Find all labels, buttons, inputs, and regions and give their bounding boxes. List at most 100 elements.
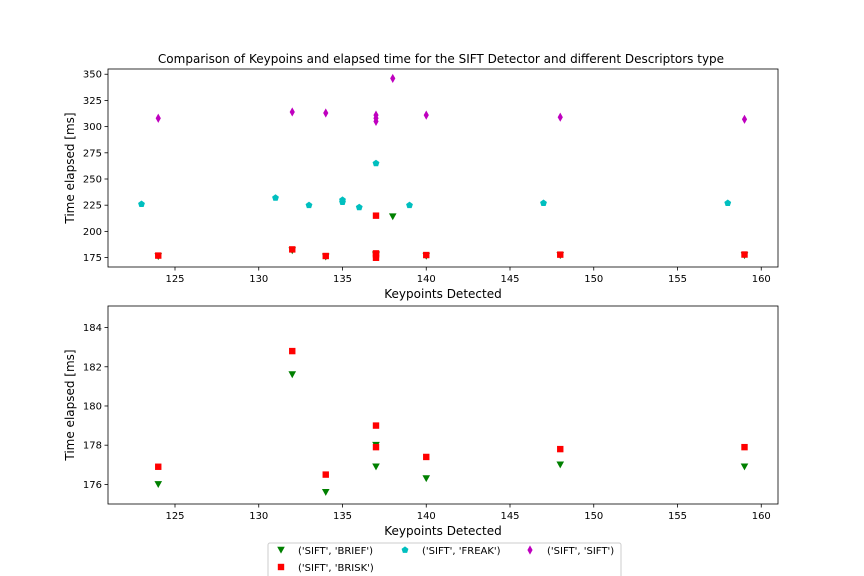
bottom-y-tick-label: 180 — [83, 401, 102, 412]
top-data-point — [540, 199, 547, 207]
bottom-data-point — [422, 475, 431, 483]
top-plot-area — [108, 69, 778, 267]
bottom-x-tick-label: 155 — [668, 511, 687, 522]
bottom-x-tick-label: 145 — [500, 511, 519, 522]
top-y-tick-label: 350 — [83, 70, 102, 81]
bottom-axes-frame — [107, 305, 779, 505]
bottom-series-sift-brisk — [155, 347, 748, 478]
legend-box — [267, 542, 622, 576]
legend-marker-brisk — [277, 563, 285, 571]
bottom-x-tick-label: 125 — [165, 511, 184, 522]
bottom-data-point — [741, 443, 748, 451]
bottom-x-tick-label: 130 — [249, 511, 268, 522]
top-y-axis-label: Time elapsed [ms] — [63, 112, 77, 224]
top-data-point — [355, 203, 363, 211]
top-data-point — [138, 200, 145, 208]
bottom-data-point — [155, 463, 162, 470]
top-x-tick-label: 160 — [752, 274, 771, 285]
top-data-point — [289, 107, 295, 117]
top-data-point — [741, 251, 748, 258]
legend: ('SIFT', 'BRIEF') ('SIFT', 'BRISK') ('SI… — [267, 542, 622, 576]
top-data-point — [323, 108, 329, 118]
top-y-tick-label: 225 — [83, 201, 102, 212]
legend-label-brisk: ('SIFT', 'BRISK') — [298, 563, 374, 574]
top-series-sift-freak — [138, 159, 732, 211]
top-y-tick-label: 175 — [83, 253, 102, 264]
bottom-data-point — [154, 481, 163, 488]
top-data-point — [305, 201, 313, 209]
legend-marker-brief — [277, 546, 285, 554]
bottom-data-point — [423, 453, 430, 461]
top-y-tick-label: 325 — [83, 96, 102, 107]
legend-label-freak: ('SIFT', 'FREAK') — [422, 546, 501, 557]
bottom-data-point — [372, 463, 380, 471]
top-data-point — [406, 201, 413, 209]
top-data-point — [724, 199, 732, 207]
top-y-tick-label: 200 — [83, 227, 102, 238]
top-data-point — [741, 114, 748, 124]
top-data-point — [155, 113, 161, 123]
top-x-tick-label: 135 — [333, 274, 352, 285]
bottom-x-tick-label: 135 — [333, 511, 352, 522]
bottom-y-tick-label: 176 — [83, 480, 102, 491]
top-data-point — [372, 159, 380, 167]
bottom-x-tick-label: 160 — [752, 511, 771, 522]
top-axes-frame — [107, 68, 779, 268]
top-data-point — [557, 251, 564, 258]
top-data-point — [372, 254, 380, 261]
bottom-y-axis-label: Time elapsed [ms] — [63, 349, 77, 461]
top-data-point — [390, 73, 396, 84]
bottom-data-point — [740, 463, 749, 471]
bottom-x-tick-label: 140 — [417, 511, 436, 522]
top-y-tick-label: 300 — [83, 122, 102, 133]
bottom-y-tick-label: 178 — [83, 441, 102, 452]
top-data-point — [272, 194, 279, 201]
legend-marker-glyph — [277, 546, 285, 554]
top-data-point — [373, 116, 379, 126]
top-data-point — [322, 252, 329, 260]
bottom-data-point — [556, 461, 565, 469]
bottom-data-point — [321, 488, 330, 496]
top-series-sift-brisk — [155, 212, 748, 261]
legend-label-brief: ('SIFT', 'BRIEF') — [298, 546, 373, 557]
bottom-data-point — [372, 443, 380, 451]
top-x-tick-label: 125 — [165, 274, 184, 285]
top-data-point — [372, 212, 380, 219]
top-data-point — [372, 250, 380, 257]
legend-marker-freak — [401, 546, 409, 553]
bottom-y-tick-label: 184 — [83, 323, 102, 334]
bottom-plot-area — [108, 306, 778, 504]
top-x-tick-label: 150 — [584, 274, 603, 285]
top-x-tick-label: 130 — [249, 274, 268, 285]
top-x-tick-label: 145 — [500, 274, 519, 285]
top-y-tick-label: 275 — [83, 148, 102, 159]
chart-title: Comparison of Keypoins and elapsed time … — [158, 52, 724, 66]
bottom-data-point — [289, 347, 296, 355]
legend-marker-glyph — [401, 546, 409, 553]
legend-marker-glyph — [277, 563, 285, 571]
top-axes: 125 130 135 140 145 150 155 160 175 200 225 250 275 3… — [83, 68, 779, 285]
top-data-point — [388, 213, 397, 221]
bottom-data-point — [372, 422, 380, 429]
top-data-point — [557, 112, 563, 122]
top-data-point — [155, 252, 162, 259]
top-data-point — [289, 246, 296, 253]
bottom-data-point — [322, 471, 329, 478]
top-data-point — [423, 110, 429, 120]
bottom-data-point — [288, 371, 297, 379]
bottom-axes: 125 130 135 140 145 150 155 160 176 178 180 182 184 — [83, 305, 779, 522]
top-series-sift-sift — [155, 73, 748, 126]
top-y-tick-label: 250 — [83, 175, 102, 186]
legend-marker-sift — [527, 545, 533, 555]
top-x-tick-label: 155 — [668, 274, 687, 285]
bottom-x-axis-label: Keypoints Detected — [384, 524, 501, 538]
top-x-axis-label: Keypoints Detected — [384, 287, 501, 301]
bottom-x-tick-label: 150 — [584, 511, 603, 522]
top-data-point — [339, 198, 346, 205]
bottom-y-tick-label: 182 — [83, 362, 102, 373]
legend-marker-glyph — [527, 545, 533, 555]
top-data-point — [423, 251, 430, 259]
legend-label-sift: ('SIFT', 'SIFT') — [547, 546, 614, 557]
bottom-data-point — [557, 445, 564, 453]
